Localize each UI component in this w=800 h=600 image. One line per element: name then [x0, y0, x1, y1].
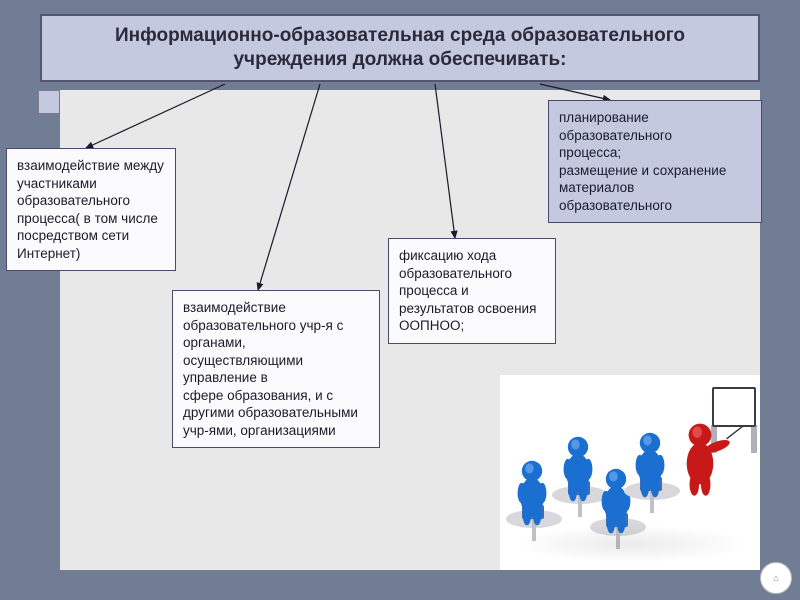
- title-box: Информационно-образовательная среда обра…: [40, 14, 760, 82]
- box-interaction-text: взаимодействие между участниками образов…: [17, 158, 164, 261]
- box-planning: планирование образовательного процесса; …: [548, 100, 762, 223]
- box-governance: взаимодействие образовательного учр-я с …: [172, 290, 380, 448]
- box-fixation: фиксацию хода образовательного процесса …: [388, 238, 556, 344]
- side-tab: [38, 90, 60, 114]
- box-planning-text: планирование образовательного процесса; …: [559, 110, 726, 213]
- box-interaction: взаимодействие между участниками образов…: [6, 148, 176, 271]
- box-fixation-text: фиксацию хода образовательного процесса …: [399, 248, 536, 333]
- classroom-illustration: [500, 375, 760, 570]
- box-governance-text: взаимодействие образовательного учр-я с …: [183, 300, 358, 438]
- floor-shadow: [512, 525, 748, 563]
- watermark-icon: ⌂: [760, 562, 792, 594]
- title-text: Информационно-образовательная среда обра…: [56, 24, 744, 72]
